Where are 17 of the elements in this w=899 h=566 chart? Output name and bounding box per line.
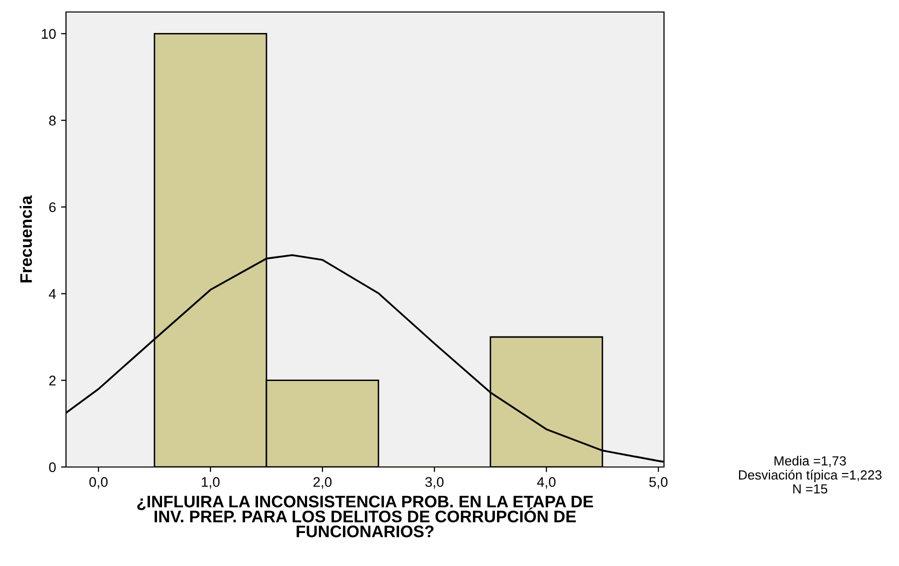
- y-tick-label: 8: [49, 116, 56, 126]
- x-tick-label: 1,0: [202, 477, 220, 489]
- y-tick-label: 4: [48, 289, 56, 299]
- y-axis-title: Frecuencia: [20, 195, 32, 282]
- x-tick-label: 0,0: [89, 477, 108, 489]
- y-tick-label: 0: [49, 462, 56, 472]
- x-axis-title: ¿INFLUIRA LA INCONSISTENCIA PROB. EN LA ETAPA DE INV. PREP. PARA LOS DELITOS DE CORRUPCIÓN DE FUNCIONARIOS?: [137, 496, 594, 538]
- x-tick-label: 4,0: [537, 477, 556, 489]
- x-tick-label: 3,0: [425, 477, 444, 489]
- y-tick-label: 2: [49, 376, 56, 386]
- text: Desviación típica =1,223: [739, 470, 882, 482]
- x-tick-label: 5,0: [649, 477, 668, 489]
- text: Media =1,73: [774, 456, 846, 468]
- y-tick-label: 10: [42, 29, 56, 39]
- y-tick-label: 6: [49, 202, 56, 212]
- text: N =15: [793, 484, 828, 494]
- x-tick-label: 2,0: [313, 477, 332, 489]
